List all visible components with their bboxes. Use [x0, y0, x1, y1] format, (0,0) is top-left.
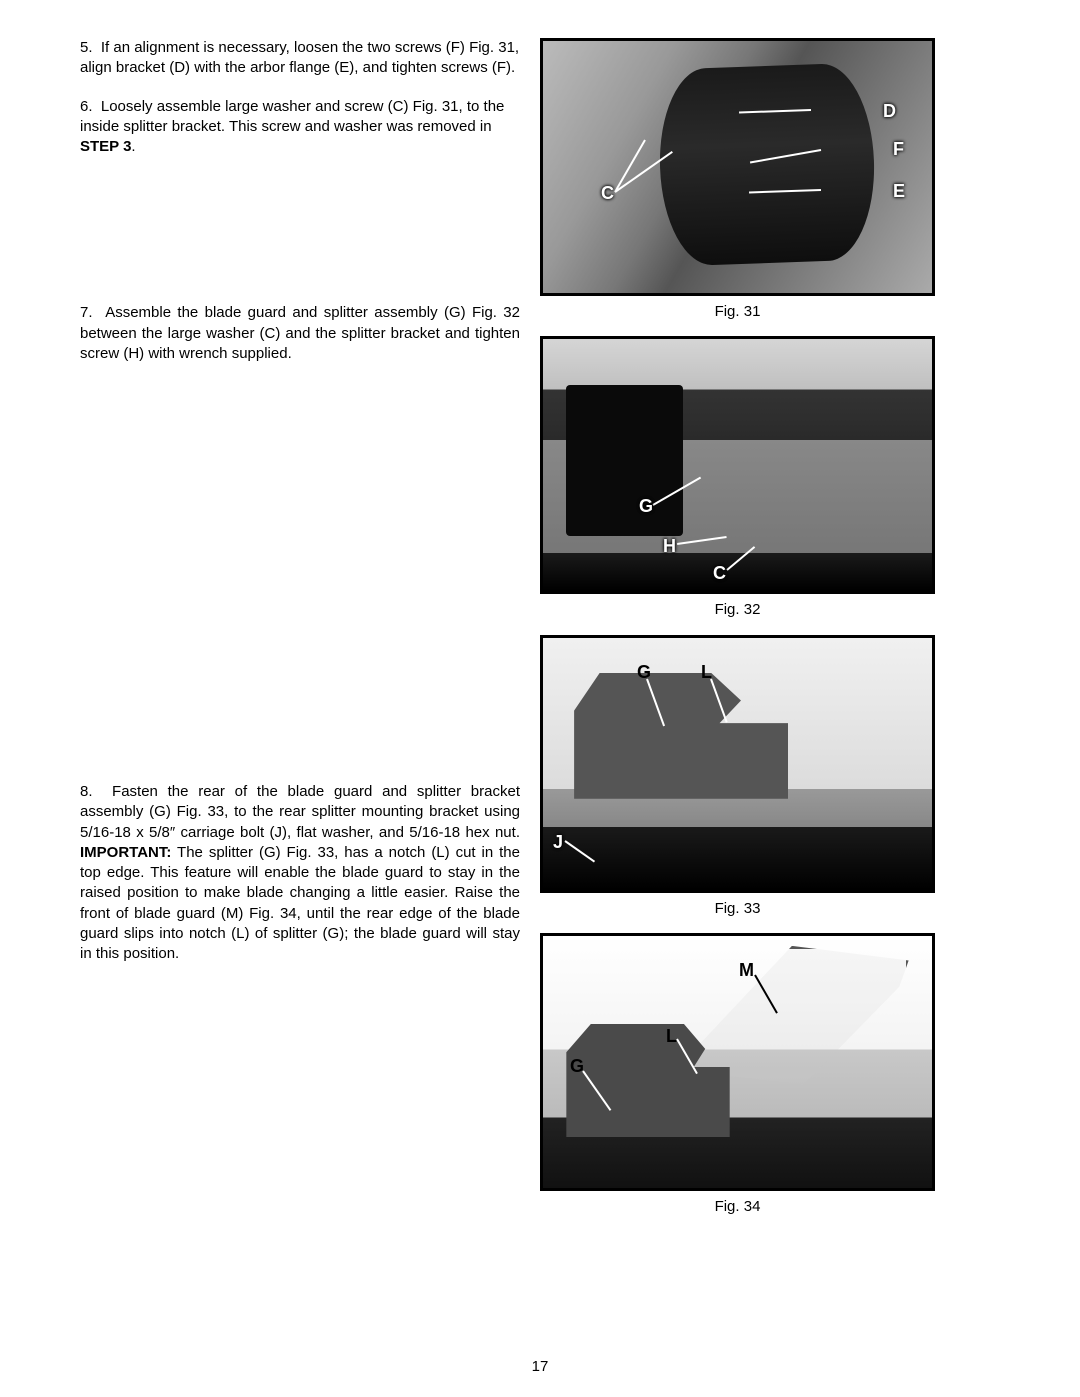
- step-5-num: 5.: [80, 39, 93, 56]
- fig31-label-f: F: [893, 137, 904, 161]
- step-5: 5. If an alignment is necessary, loosen …: [80, 38, 520, 79]
- fig32-label-c: C: [713, 561, 726, 585]
- step-7-text: Assemble the blade guard and splitter as…: [80, 304, 520, 362]
- step-6-text-pre: Loosely assemble large washer and screw …: [80, 98, 504, 135]
- fig33-pointer-j: [564, 840, 595, 862]
- step-5-text: If an alignment is necessary, loosen the…: [80, 39, 519, 76]
- step-7: 7. Assemble the blade guard and splitter…: [80, 303, 520, 364]
- right-column: C D F E Fig. 31 G H C Fig. 32: [540, 38, 1000, 1231]
- fig33-guard-shape: [574, 673, 788, 799]
- step-8-text-post: The splitter (G) Fig. 33, has a notch (L…: [80, 844, 520, 962]
- step-6-text-post: .: [131, 138, 135, 155]
- figure-33-image: G L J: [540, 635, 935, 893]
- figure-32-caption: Fig. 32: [540, 600, 935, 620]
- figure-32: G H C Fig. 32: [540, 336, 935, 620]
- step-6-bold: STEP 3: [80, 138, 131, 155]
- step-8: 8. Fasten the rear of the blade guard an…: [80, 782, 520, 964]
- fig34-label-m: M: [739, 958, 754, 982]
- page-number: 17: [0, 1357, 1080, 1377]
- page-columns: 5. If an alignment is necessary, loosen …: [80, 38, 1000, 1231]
- fig31-label-e: E: [893, 179, 905, 203]
- fig31-label-d: D: [883, 99, 896, 123]
- figure-34: M L G Fig. 34: [540, 933, 935, 1217]
- figure-33-caption: Fig. 33: [540, 899, 935, 919]
- fig32-pointer-h: [677, 536, 727, 545]
- figure-34-caption: Fig. 34: [540, 1197, 935, 1217]
- fig31-pointer-c2: [614, 140, 646, 193]
- figure-33: G L J Fig. 33: [540, 635, 935, 919]
- left-column: 5. If an alignment is necessary, loosen …: [80, 38, 520, 1231]
- fig32-dark-shape: [566, 385, 683, 536]
- step-8-text-pre: Fasten the rear of the blade guard and s…: [80, 783, 520, 841]
- step-6: 6. Loosely assemble large washer and scr…: [80, 97, 520, 158]
- fig32-label-h: H: [663, 534, 676, 558]
- fig31-slot-shape: [656, 63, 877, 267]
- figure-34-image: M L G: [540, 933, 935, 1191]
- step-8-bold: IMPORTANT:: [80, 844, 171, 861]
- step-6-num: 6.: [80, 98, 93, 115]
- spacer-1: [80, 175, 520, 303]
- figure-32-image: G H C: [540, 336, 935, 594]
- fig33-label-j: J: [553, 830, 563, 854]
- fig31-label-c: C: [601, 181, 614, 205]
- figure-31-caption: Fig. 31: [540, 302, 935, 322]
- spacer-2: [80, 382, 520, 782]
- figure-31-image: C D F E: [540, 38, 935, 296]
- figure-31: C D F E Fig. 31: [540, 38, 935, 322]
- fig32-pointer-c: [726, 546, 755, 571]
- step-8-num: 8.: [80, 783, 93, 800]
- step-7-num: 7.: [80, 304, 93, 321]
